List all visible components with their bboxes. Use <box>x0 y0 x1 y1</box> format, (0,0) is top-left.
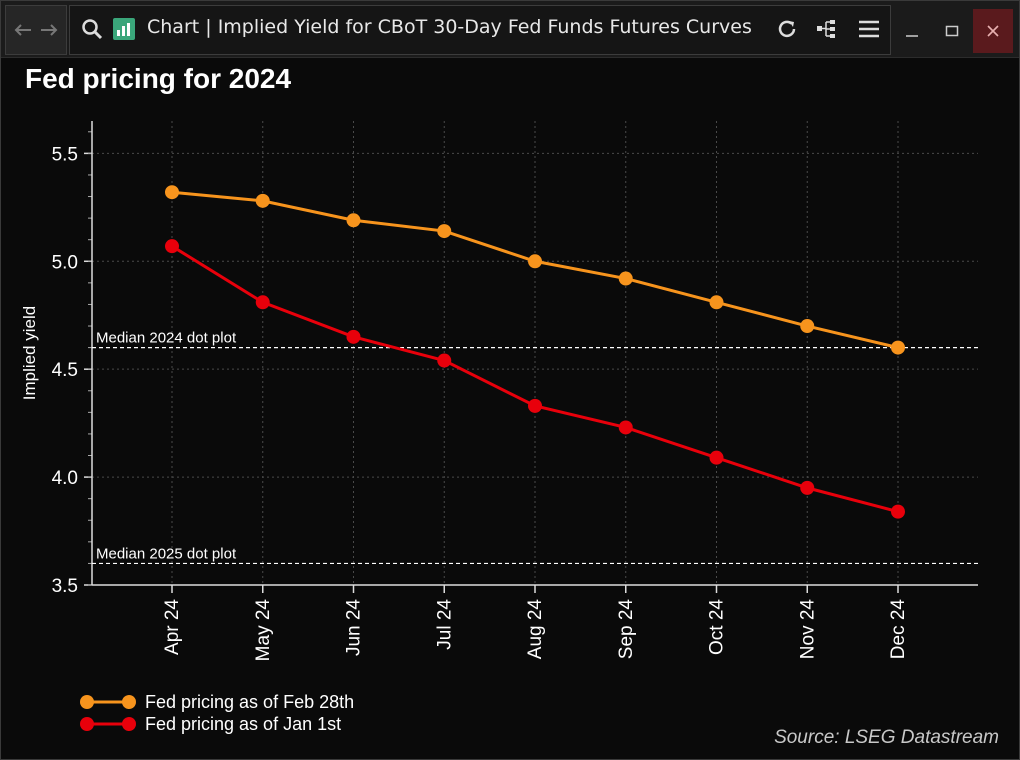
x-tick-label: Nov 24 <box>797 599 818 660</box>
maximize-icon <box>945 25 959 37</box>
y-tick-label: 4.0 <box>52 468 78 489</box>
series-point <box>165 239 179 254</box>
series-point <box>800 480 815 495</box>
series-point <box>618 271 633 286</box>
chart-legend: Fed pricing as of Feb 28th Fed pricing a… <box>79 691 354 735</box>
x-tick-label: Dec 24 <box>888 599 909 660</box>
search-bar[interactable] <box>69 5 891 55</box>
reference-line-label: Median 2024 dot plot <box>96 330 237 347</box>
series-point <box>618 420 633 435</box>
minimize-icon <box>906 35 918 37</box>
series-point <box>891 504 905 519</box>
series-point <box>528 254 542 269</box>
series-point <box>709 295 724 310</box>
line-chart: 3.5 4.0 4.5 5.0 5.5 Apr 24 May 24 Jun 24 Jul 24 A… <box>20 121 978 662</box>
navigation-group <box>5 5 67 55</box>
legend-marker-jan <box>80 717 136 731</box>
chart-title: Fed pricing for 2024 <box>25 63 292 94</box>
series-point <box>528 398 542 413</box>
menu-icon[interactable] <box>858 20 880 38</box>
back-arrow-icon[interactable] <box>13 23 33 37</box>
x-tick-label: May 24 <box>253 599 274 662</box>
search-icon[interactable] <box>81 18 103 40</box>
legend-label-feb: Fed pricing as of Feb 28th <box>145 691 355 712</box>
series-point <box>437 224 452 239</box>
legend-item-jan: Fed pricing as of Jan 1st <box>79 713 354 735</box>
forward-arrow-icon[interactable] <box>39 23 59 37</box>
source-note: Source: LSEG Datastream <box>774 727 999 748</box>
series-point <box>800 319 815 334</box>
chart-app-icon <box>113 18 135 40</box>
y-axis-label: Implied yield <box>20 306 39 401</box>
series-point <box>255 193 270 208</box>
y-tick-label: 4.5 <box>52 360 78 381</box>
x-tick-label: Oct 24 <box>707 599 728 655</box>
maximize-button[interactable] <box>932 9 972 53</box>
y-tick-label: 5.5 <box>52 144 78 165</box>
series-point <box>255 295 270 310</box>
close-icon <box>987 25 999 37</box>
y-tick-label: 5.0 <box>52 252 78 273</box>
series-point <box>437 353 452 368</box>
series-point <box>709 450 724 465</box>
legend-label-jan: Fed pricing as of Jan 1st <box>145 713 342 734</box>
series-line <box>171 190 899 350</box>
y-tick-label: 3.5 <box>52 576 78 597</box>
series-point <box>891 340 905 355</box>
window-title: Chart | Implied Yield for CBoT 30-Day Fe… <box>147 16 752 38</box>
series-point <box>346 213 361 228</box>
x-tick-label: Apr 24 <box>162 599 183 655</box>
legend-marker-feb <box>80 695 136 709</box>
close-button[interactable] <box>973 9 1013 53</box>
hierarchy-icon[interactable] <box>815 18 837 40</box>
x-tick-label: Aug 24 <box>525 599 546 660</box>
minimize-button[interactable] <box>892 9 932 53</box>
title-bar: Chart | Implied Yield for CBoT 30-Day Fe… <box>1 1 1019 58</box>
x-tick-label: Jun 24 <box>344 599 365 656</box>
refresh-icon[interactable] <box>776 18 798 40</box>
x-tick-label: Sep 24 <box>616 599 637 660</box>
x-tick-label: Jul 24 <box>434 599 455 650</box>
series-point <box>346 329 361 344</box>
legend-item-feb: Fed pricing as of Feb 28th <box>79 691 354 713</box>
reference-line-label: Median 2025 dot plot <box>96 545 237 562</box>
series-point <box>165 185 179 200</box>
